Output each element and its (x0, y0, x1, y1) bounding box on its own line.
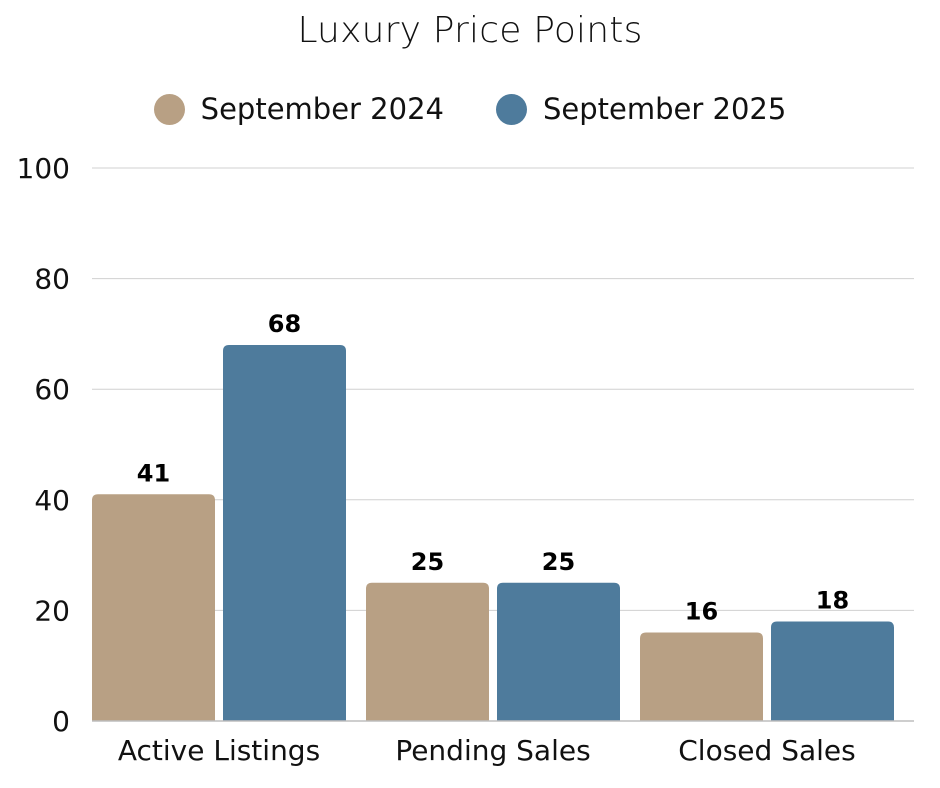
y-tick-label: 80 (34, 263, 70, 296)
chart-title: Luxury Price Points (297, 10, 643, 51)
y-tick-label: 0 (52, 705, 70, 738)
y-tick-label: 100 (17, 152, 70, 185)
legend-swatch-series-2 (496, 93, 527, 125)
legend-item-series-1: September 2024 (153, 92, 444, 126)
bar (640, 632, 763, 721)
x-tick-label: Active Listings (118, 734, 320, 767)
legend: September 2024 September 2025 (0, 92, 940, 126)
data-label: 18 (816, 586, 849, 614)
y-tick-label: 40 (34, 484, 70, 517)
data-label: 41 (137, 459, 170, 487)
x-tick-label: Pending Sales (395, 734, 590, 767)
x-tick-label: Closed Sales (678, 734, 855, 767)
bar (92, 494, 215, 721)
data-label: 16 (685, 598, 718, 626)
bar (223, 344, 346, 721)
bar (366, 582, 489, 721)
data-label: 25 (411, 548, 444, 576)
bar (497, 582, 620, 721)
y-tick-label: 20 (34, 594, 70, 627)
legend-item-series-2: September 2025 (496, 92, 786, 126)
legend-label-series-2: September 2025 (543, 92, 787, 126)
data-label: 25 (542, 548, 575, 576)
legend-swatch-series-1 (153, 93, 185, 125)
legend-label-series-1: September 2024 (200, 92, 444, 126)
y-tick-label: 60 (34, 373, 70, 406)
bar (771, 621, 894, 721)
data-label: 68 (268, 310, 301, 338)
